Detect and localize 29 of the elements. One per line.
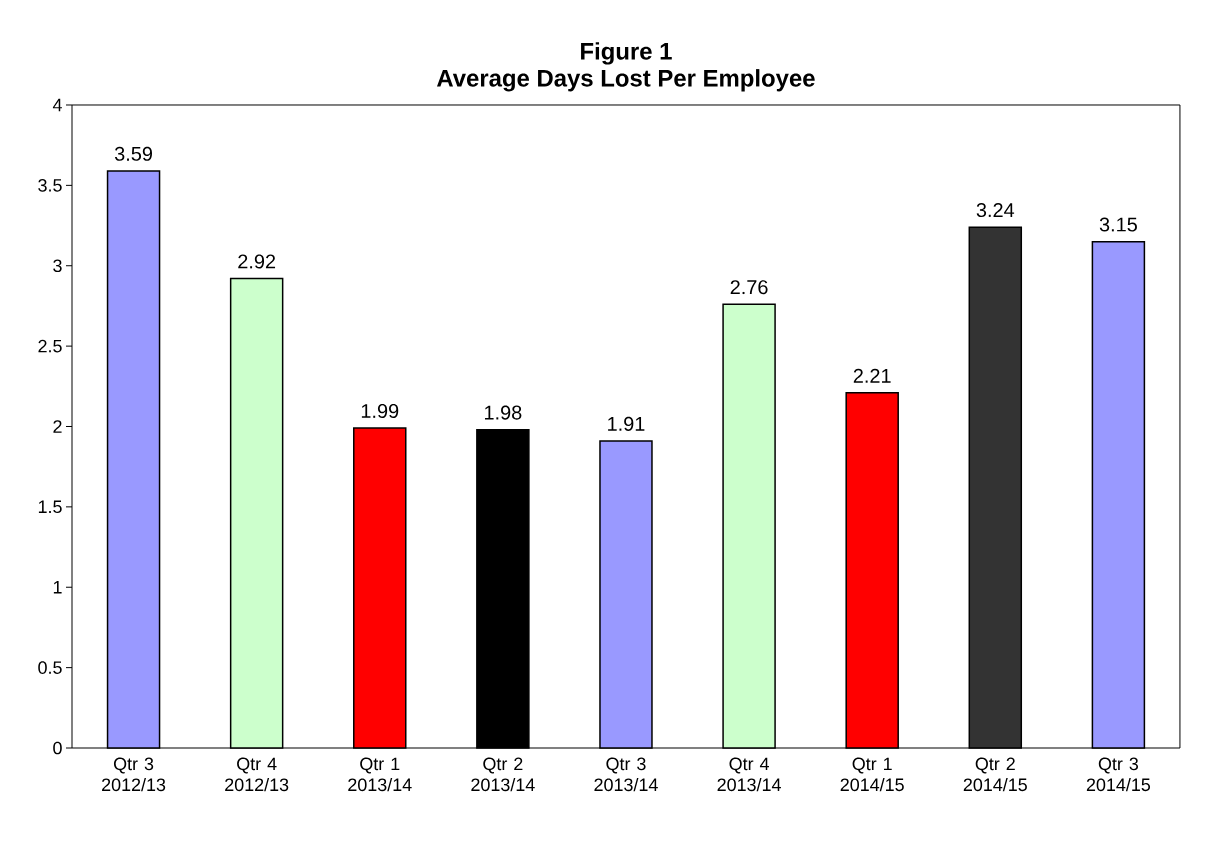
y-tick-label: 2.5 [38, 339, 62, 353]
x-tick-label: Qtr 2 2013/14 [471, 757, 535, 792]
data-label: 1.99 [361, 403, 399, 419]
y-tick-label: 0.5 [38, 661, 62, 674]
x-tick-label: Qtr 3 2014/15 [1086, 757, 1151, 792]
y-tick-label: 3 [53, 259, 62, 273]
x-tick-label: Qtr 2 2014/15 [963, 757, 1027, 792]
chart-title: Figure 1 [581, 42, 672, 65]
y-tick-label: 4 [52, 98, 62, 112]
data-label: 2.92 [238, 254, 276, 269]
data-label: 2.76 [730, 280, 768, 295]
x-tick-label: Qtr 3 2012/13 [102, 757, 166, 792]
x-tick-label: Qtr 3 2013/14 [594, 757, 658, 792]
chart-subtitle: Average Days Lost Per Employee [436, 69, 815, 92]
y-tick-label: 3.5 [38, 179, 62, 192]
data-label: 3.15 [1099, 217, 1137, 232]
x-tick-label: Qtr 1 2013/14 [348, 757, 412, 792]
data-label: 1.98 [484, 405, 522, 420]
y-tick-label: 1 [53, 581, 62, 594]
x-tick-label: Qtr 1 2014/15 [840, 757, 904, 792]
x-tick-label: Qtr 4 2013/14 [717, 757, 781, 792]
data-label: 3.24 [976, 202, 1015, 218]
x-tick-label: Qtr 4 2012/13 [225, 757, 289, 792]
data-label: 1.91 [608, 416, 645, 431]
y-tick-label: 2 [53, 420, 62, 433]
data-label: 2.21 [853, 368, 891, 383]
data-label: 3.59 [114, 146, 152, 161]
y-tick-label: 0 [53, 741, 62, 755]
y-tick-label: 1.5 [38, 500, 62, 514]
